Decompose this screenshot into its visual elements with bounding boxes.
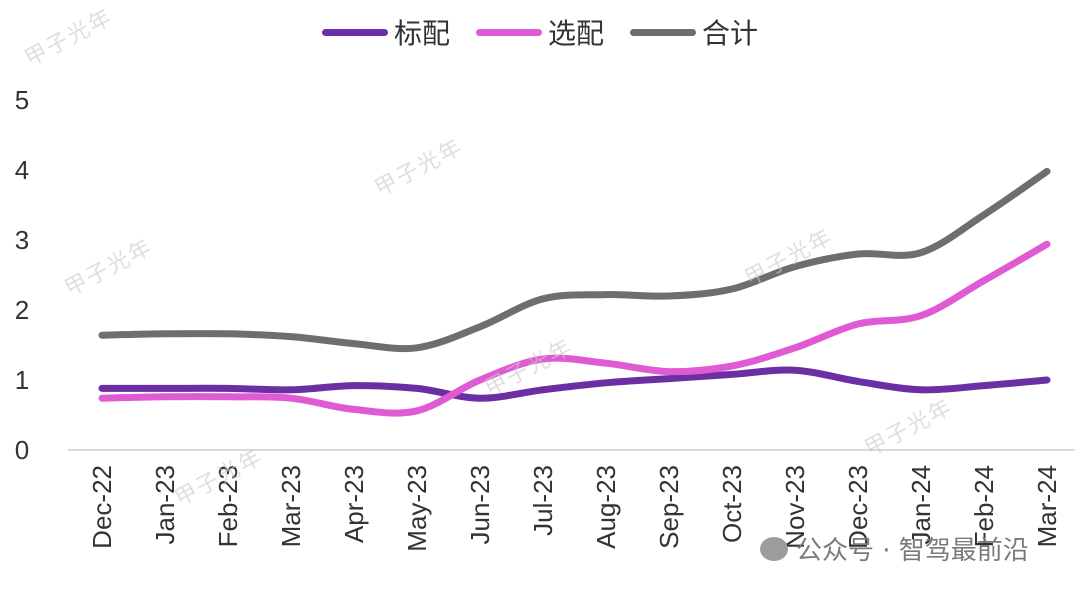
legend-item-xuanpei: 选配 — [475, 12, 604, 52]
x-tick-label: Apr-23 — [339, 465, 369, 543]
legend-swatch-heji — [630, 28, 696, 36]
y-tick-label: 0 — [15, 435, 29, 465]
legend-swatch-xuanpei — [475, 28, 542, 36]
y-tick-label: 4 — [15, 155, 29, 185]
legend-item-heji: 合计 — [630, 12, 758, 52]
series-line-heji — [98, 167, 1051, 353]
x-tick-label: Aug-23 — [591, 465, 621, 549]
x-tick-label: Dec-23 — [843, 465, 873, 549]
series-group — [98, 167, 1051, 417]
wechat-source: 公众号 · 智驾最前沿 — [760, 530, 1029, 567]
x-tick-label: Nov-23 — [780, 465, 810, 549]
legend-item-biaopei: 标配 — [321, 12, 450, 52]
legend-label-biaopei: 标配 — [393, 17, 450, 50]
x-tick-label: Sep-23 — [654, 465, 684, 549]
series-line-xuanpei — [98, 240, 1051, 417]
x-tick-label: Feb-24 — [969, 465, 999, 547]
y-tick-label: 2 — [15, 295, 29, 325]
y-tick-label: 3 — [15, 225, 29, 255]
legend-swatch-biaopei — [321, 28, 388, 36]
x-tick-label: Mar-23 — [276, 465, 306, 547]
wechat-source-text: 公众号 · 智驾最前沿 — [796, 536, 1029, 566]
x-ticks: Dec-22 Jan-23 Feb-23 Mar-23 Apr-23 May-23 Jun-… — [87, 465, 1062, 552]
x-tick-label: Oct-23 — [717, 465, 747, 543]
x-tick-label: Mar-24 — [1032, 465, 1062, 547]
x-tick-label: Jan-23 — [150, 465, 180, 545]
series-line-biaopei — [98, 366, 1051, 402]
wechat-icon — [760, 536, 788, 561]
x-tick-label: Jun-23 — [465, 465, 495, 545]
y-ticks: 0 1 2 3 4 5 — [15, 85, 29, 465]
legend-label-heji: 合计 — [702, 17, 759, 50]
y-tick-label: 5 — [15, 85, 29, 115]
legend: 标配 选配 合计 — [0, 12, 1080, 52]
x-tick-label: Dec-22 — [87, 465, 117, 549]
y-tick-label: 1 — [15, 365, 29, 395]
legend-label-xuanpei: 选配 — [547, 17, 604, 50]
x-tick-label: Feb-23 — [213, 465, 243, 547]
x-tick-label: Jul-23 — [528, 465, 558, 536]
x-tick-label: May-23 — [402, 465, 432, 552]
x-tick-label: Jan-24 — [906, 465, 936, 545]
